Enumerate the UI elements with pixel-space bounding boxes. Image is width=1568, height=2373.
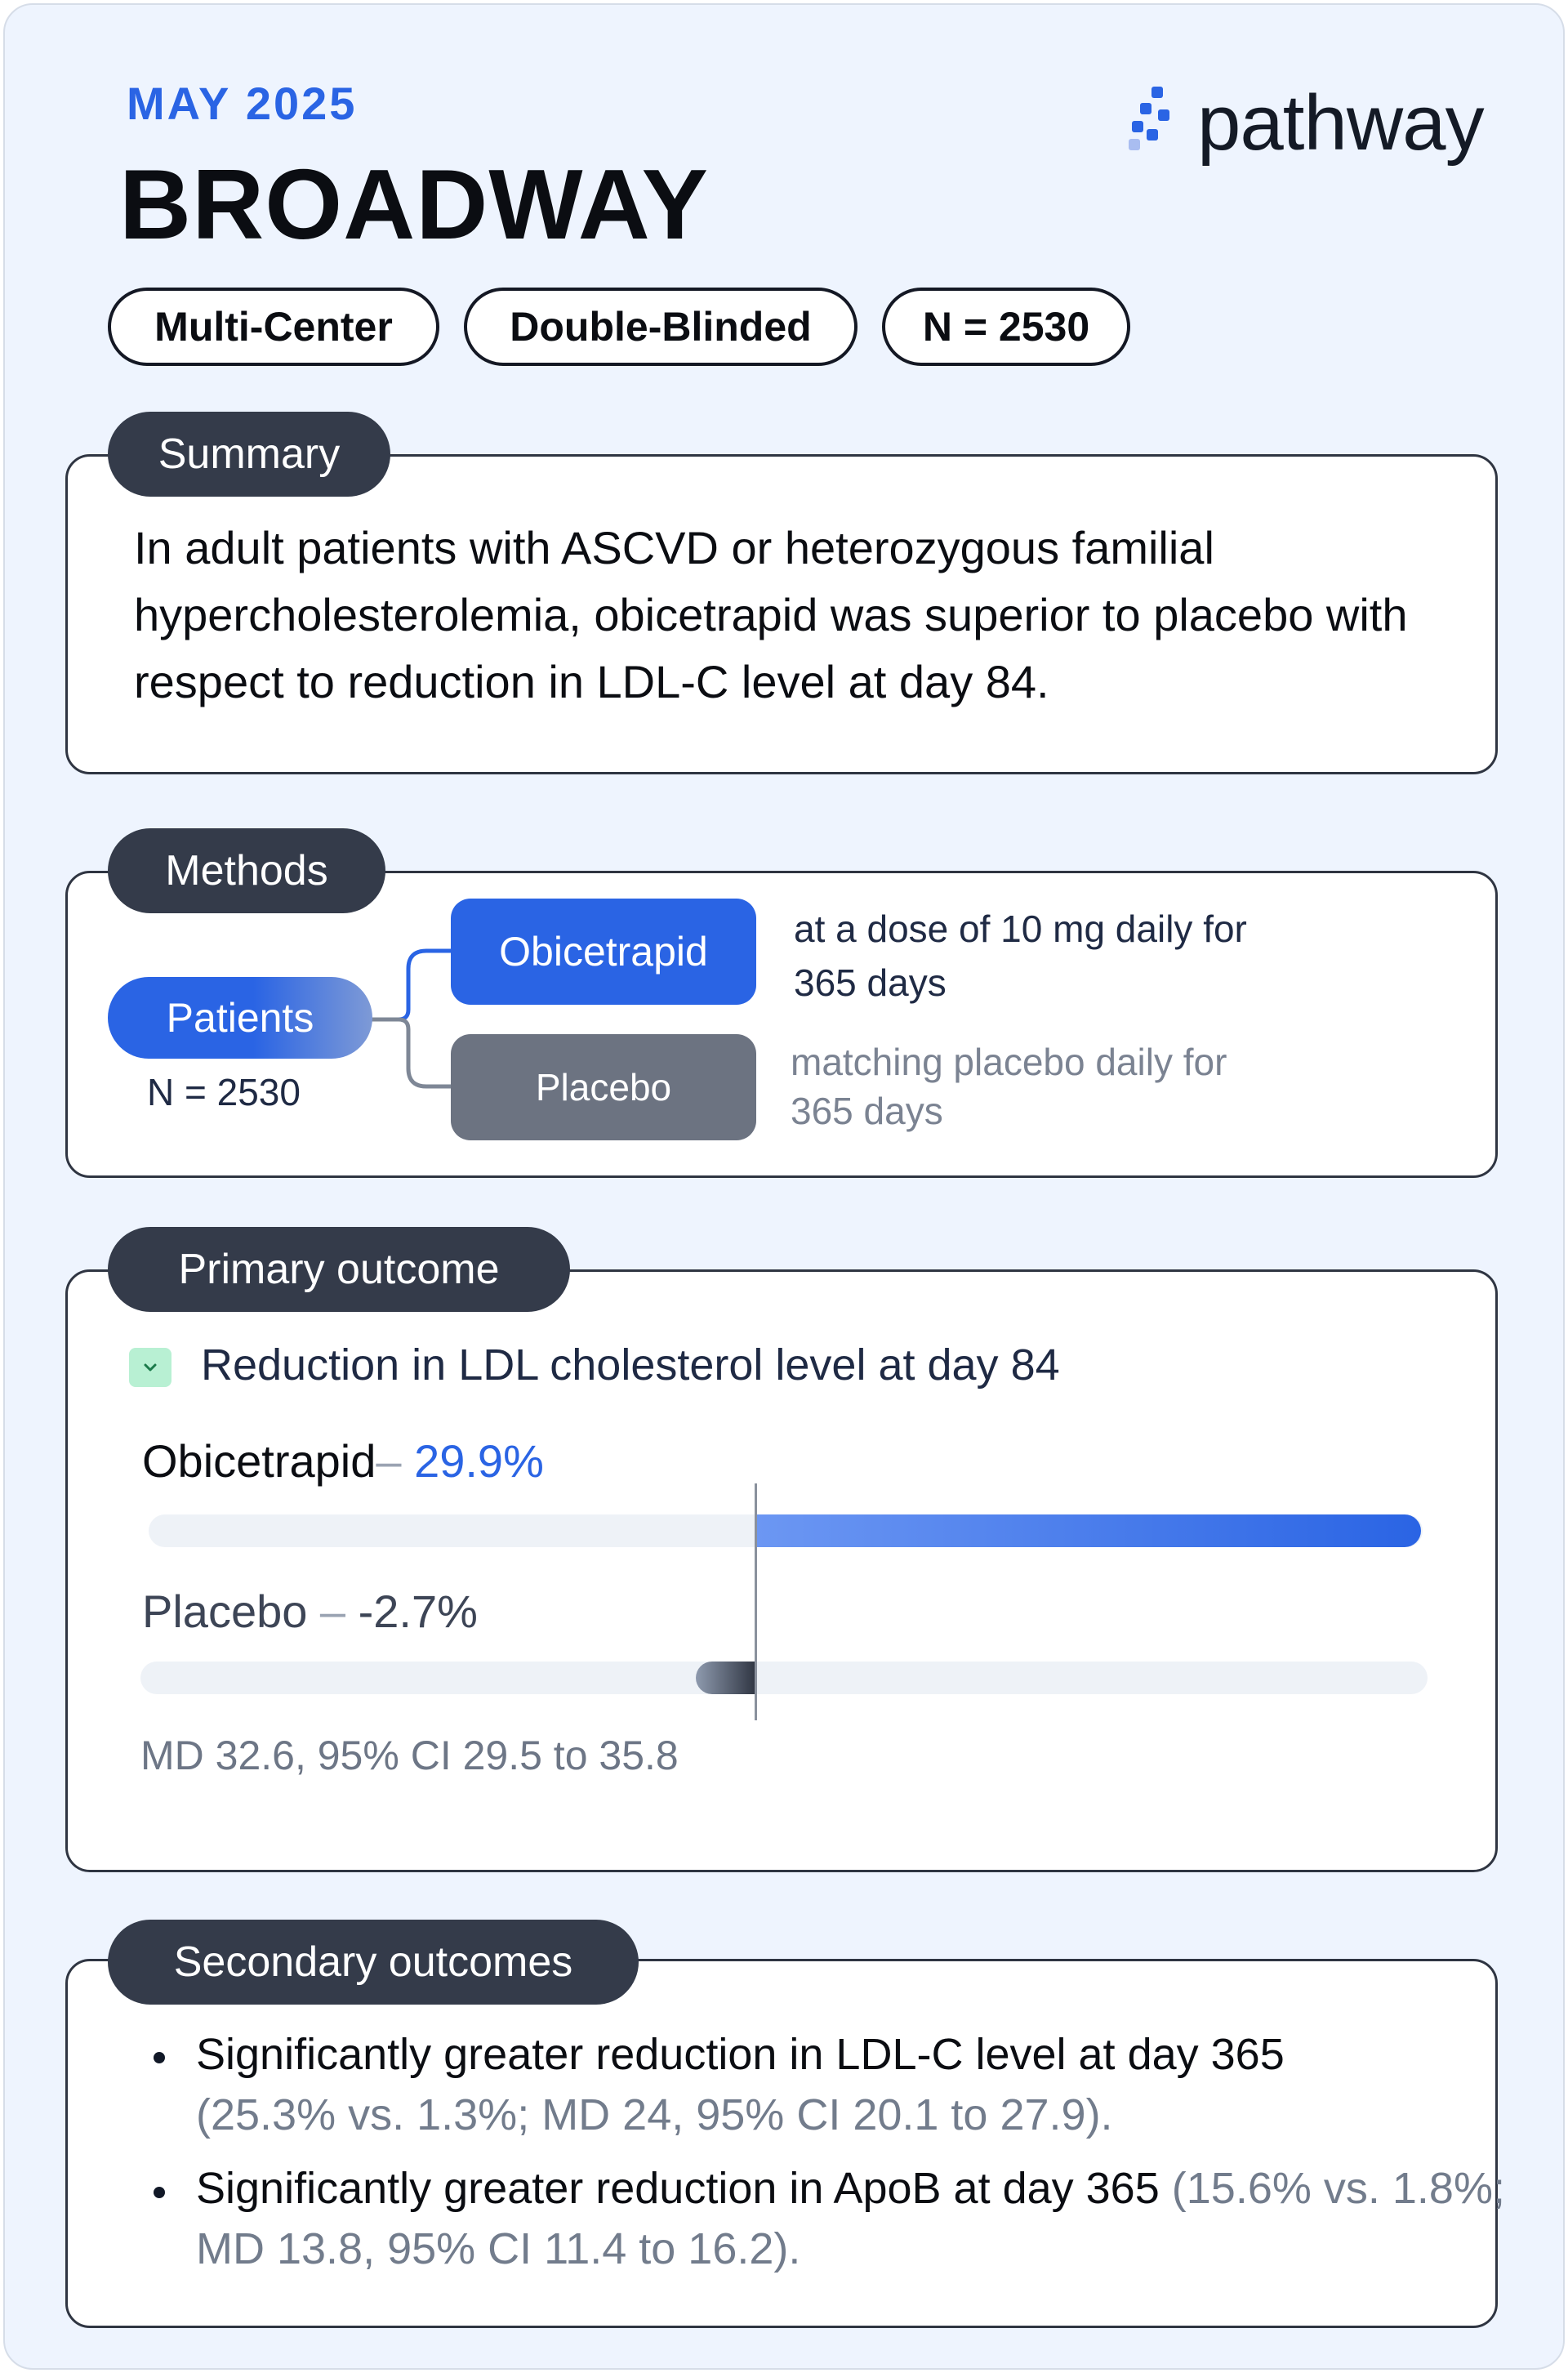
summary-text: In adult patients with ASCVD or heterozy… bbox=[134, 522, 1408, 707]
placebo-dose-line-1: matching placebo daily for bbox=[791, 1041, 1227, 1083]
obicetrapid-arm-label: Obicetrapid bbox=[499, 929, 708, 975]
obicetrapid-arm-node: Obicetrapid bbox=[451, 899, 756, 1005]
outcome-toggle[interactable] bbox=[129, 1348, 172, 1387]
bullet-1 bbox=[154, 2052, 165, 2063]
obicetrapid-result-name: Obicetrapid bbox=[142, 1435, 376, 1487]
secondary-item-1: Significantly greater reduction in LDL-C… bbox=[196, 2024, 1535, 2145]
patients-label: Patients bbox=[166, 995, 314, 1041]
placebo-dose-line-2: 365 days bbox=[791, 1090, 943, 1132]
tag-sample-size: N = 2530 bbox=[882, 288, 1130, 366]
obicetrapid-result-separator: – bbox=[376, 1435, 415, 1487]
placebo-result-name: Placebo bbox=[142, 1586, 308, 1637]
summary-tag: Summary bbox=[108, 412, 390, 497]
brand-name: pathway bbox=[1197, 79, 1485, 167]
chevron-down-icon bbox=[144, 1363, 157, 1372]
trial-title: BROADWAY bbox=[119, 149, 710, 260]
trial-date: MAY 2025 bbox=[127, 78, 358, 129]
obicetrapid-dose-line-1: at a dose of 10 mg daily for bbox=[794, 908, 1247, 950]
obicetrapid-dose-line-2: 365 days bbox=[794, 961, 947, 1004]
methods-tag: Methods bbox=[108, 828, 385, 913]
obicetrapid-dose: at a dose of 10 mg daily for 365 days bbox=[794, 902, 1247, 1010]
placebo-dose: matching placebo daily for 365 days bbox=[791, 1037, 1227, 1135]
methods-connector bbox=[371, 948, 451, 1089]
tag-multi-center: Multi-Center bbox=[108, 288, 439, 366]
placebo-track bbox=[140, 1662, 1428, 1694]
secondary-item-2-detail: (15.6% vs. 1.8%; MD 13.8, 95% CI 11.4 to… bbox=[196, 2164, 1505, 2273]
brand-logo[interactable]: pathway bbox=[1124, 78, 1485, 168]
placebo-arm-node: Placebo bbox=[451, 1034, 756, 1140]
tag-double-blinded: Double-Blinded bbox=[464, 288, 858, 366]
primary-outcome-section bbox=[65, 1269, 1498, 1872]
pathway-logo-icon bbox=[1129, 87, 1169, 150]
primary-stats: MD 32.6, 95% CI 29.5 to 35.8 bbox=[140, 1733, 679, 1778]
secondary-item-2-main: Significantly greater reduction in ApoB … bbox=[196, 2164, 1160, 2213]
patients-node: Patients bbox=[108, 977, 372, 1059]
obicetrapid-bar bbox=[756, 1514, 1421, 1547]
obicetrapid-result: Obicetrapid– 29.9% bbox=[142, 1434, 544, 1488]
placebo-result-separator: – bbox=[307, 1586, 359, 1637]
placebo-result: Placebo – -2.7% bbox=[142, 1585, 478, 1638]
zero-line bbox=[755, 1483, 757, 1720]
secondary-outcomes-section bbox=[65, 1959, 1498, 2328]
placebo-bar bbox=[696, 1662, 756, 1694]
patients-count: N = 2530 bbox=[147, 1071, 301, 1113]
secondary-item-1-detail: (25.3% vs. 1.3%; MD 24, 95% CI 20.1 to 2… bbox=[196, 2090, 1113, 2139]
secondary-outcomes-tag: Secondary outcomes bbox=[108, 1920, 639, 2005]
primary-outcome-title: Reduction in LDL cholesterol level at da… bbox=[201, 1340, 1060, 1389]
summary-section bbox=[65, 454, 1498, 774]
secondary-item-1-main: Significantly greater reduction in LDL-C… bbox=[196, 2030, 1285, 2079]
primary-outcome-tag: Primary outcome bbox=[108, 1227, 570, 1312]
placebo-arm-label: Placebo bbox=[535, 1066, 672, 1108]
placebo-result-value: -2.7% bbox=[358, 1586, 478, 1637]
bullet-2 bbox=[154, 2187, 165, 2198]
secondary-item-2: Significantly greater reduction in ApoB … bbox=[196, 2158, 1535, 2279]
obicetrapid-result-value: 29.9% bbox=[414, 1435, 544, 1487]
